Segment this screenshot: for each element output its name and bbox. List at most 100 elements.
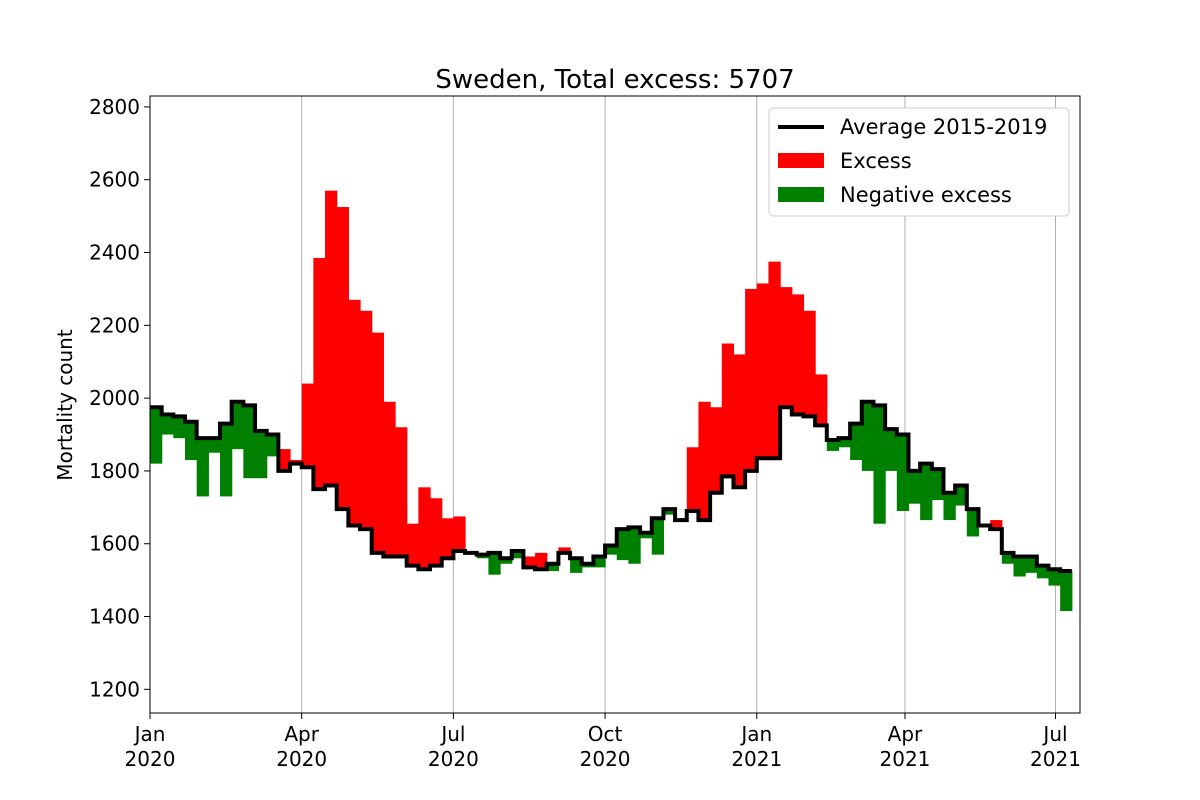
excess-bar <box>523 556 536 568</box>
legend-excess-label: Excess <box>840 149 912 173</box>
excess-bar <box>278 449 291 471</box>
y-tick-label: 1800 <box>89 459 140 483</box>
excess-bar <box>535 552 548 570</box>
negative-excess-bar <box>850 423 863 461</box>
negative-excess-bar <box>208 438 221 453</box>
y-tick-label: 2400 <box>89 241 140 265</box>
x-tick-label-year: 2021 <box>1030 747 1081 771</box>
x-tick-label-month: Oct <box>588 722 623 746</box>
excess-bar <box>990 520 1003 530</box>
negative-excess-bar <box>605 545 618 555</box>
negative-excess-bar <box>663 509 676 515</box>
excess-bar <box>430 498 443 566</box>
x-tick-label-month: Jul <box>1041 722 1067 746</box>
excess-bar <box>313 257 326 490</box>
negative-excess-bar <box>861 401 875 471</box>
negative-excess-bar <box>488 552 501 575</box>
chart-title: Sweden, Total excess: 5707 <box>435 65 794 95</box>
legend-average-label: Average 2015-2019 <box>840 115 1047 139</box>
negative-excess-bar <box>511 551 525 559</box>
negative-excess-bar <box>651 518 665 555</box>
excess-bar <box>780 287 793 408</box>
negative-excess-bar <box>1048 569 1061 586</box>
x-tick-label-year: 2020 <box>580 747 631 771</box>
negative-excess-bar <box>196 438 209 497</box>
excess-bar <box>371 332 384 553</box>
negative-excess-bar <box>873 405 886 524</box>
legend-negative-swatch <box>778 187 824 202</box>
legend-excess-swatch <box>778 153 824 168</box>
excess-bar <box>745 288 758 471</box>
excess-bar <box>733 354 746 488</box>
legend-box <box>768 107 1070 217</box>
y-tick-label: 1400 <box>89 605 140 629</box>
excess-bar <box>325 190 338 486</box>
negative-excess-bar <box>838 438 851 448</box>
excess-bar <box>383 401 396 557</box>
x-tick-label-year: 2021 <box>731 747 782 771</box>
negative-excess-bar <box>231 401 244 450</box>
y-tick-label: 1200 <box>89 677 140 701</box>
y-tick-label: 2000 <box>89 386 140 410</box>
excess-bar <box>558 547 571 553</box>
negative-excess-bar <box>220 423 233 497</box>
excess-bar <box>698 401 711 521</box>
negative-excess-bar <box>1025 556 1038 573</box>
negative-excess-bar <box>185 421 198 461</box>
excess-bar <box>756 283 770 459</box>
y-tick-label: 2200 <box>89 313 140 337</box>
negative-excess-bar <box>500 558 513 564</box>
x-tick-label-year: 2020 <box>276 747 327 771</box>
negative-excess-bar <box>150 407 163 464</box>
excess-bar <box>791 294 805 415</box>
average-line <box>150 399 1072 574</box>
bars <box>150 190 1073 612</box>
x-axis: Jan2020Apr2020Jul2020Oct2020Jan2021Apr20… <box>125 713 1081 771</box>
negative-excess-bar <box>943 492 956 521</box>
negative-excess-bar <box>255 430 268 479</box>
negative-excess-bar <box>640 532 653 539</box>
negative-excess-bar <box>826 439 840 451</box>
excess-bar <box>815 374 828 426</box>
negative-excess-bar <box>628 527 641 564</box>
y-tick-label: 2800 <box>89 95 140 119</box>
negative-excess-bar <box>896 434 910 511</box>
y-tick-label: 1600 <box>89 532 140 556</box>
negative-excess-bar <box>955 485 968 506</box>
y-axis-label: Mortality count <box>53 329 77 481</box>
x-tick-label-month: Apr <box>284 722 319 746</box>
excess-bar <box>710 407 723 493</box>
negative-excess-bar <box>593 556 606 568</box>
average-line-group <box>150 399 1072 574</box>
negative-excess-bar <box>173 416 186 439</box>
excess-bar <box>721 343 735 477</box>
plot-frame <box>149 95 1081 714</box>
excess-bar <box>803 310 816 417</box>
excess-bar <box>301 383 314 468</box>
excess-bar <box>441 518 454 559</box>
negative-excess-bar <box>885 429 898 471</box>
negative-excess-bar <box>931 469 945 501</box>
excess-bar <box>686 447 700 511</box>
negative-excess-bar <box>570 558 583 573</box>
negative-excess-bar <box>1013 556 1026 577</box>
excess-bar <box>360 310 373 530</box>
negative-excess-bar <box>908 470 921 504</box>
negative-excess-bar <box>616 529 630 561</box>
y-axis: 1200 1400 1600 1800 2000 2200 2400 2600 2800 <box>89 95 150 701</box>
excess-bar <box>768 261 781 459</box>
y-tick-label: 2600 <box>89 168 140 192</box>
negative-excess-bar <box>546 563 560 572</box>
legend-negative-label: Negative excess <box>840 183 1012 207</box>
x-tick-label-year: 2020 <box>125 747 176 771</box>
excess-bar <box>336 207 349 510</box>
negative-excess-bar <box>1036 565 1050 579</box>
x-tick-label-month: Jan <box>739 722 772 746</box>
excess-bar <box>418 487 431 570</box>
negative-excess-bar <box>266 434 279 457</box>
negative-excess-bar <box>161 414 174 435</box>
excess-bar <box>395 427 408 557</box>
excess-bar <box>453 516 466 552</box>
negative-excess-bar <box>920 463 933 521</box>
